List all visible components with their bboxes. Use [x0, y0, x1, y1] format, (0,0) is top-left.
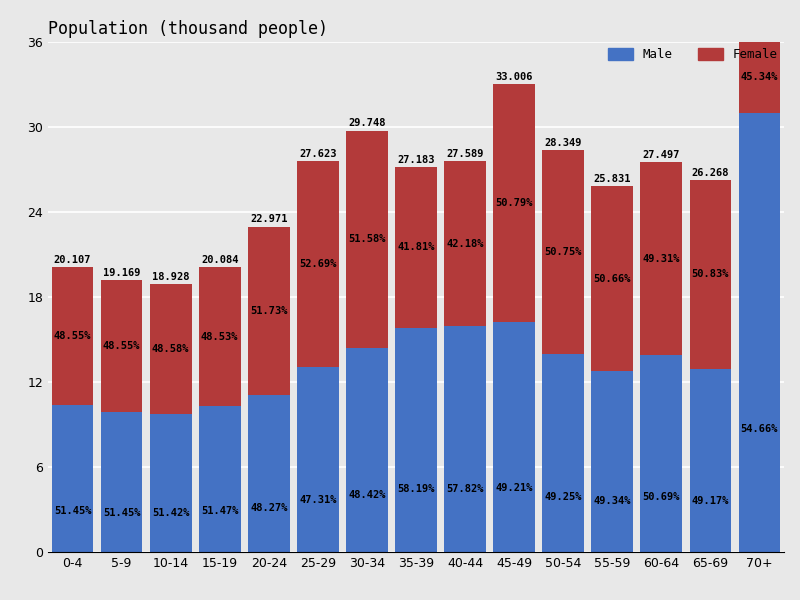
Bar: [444, 161, 486, 326]
Bar: [248, 395, 290, 552]
Text: 27.497: 27.497: [642, 151, 680, 160]
Bar: [591, 371, 633, 552]
Text: 51.47%: 51.47%: [201, 506, 238, 516]
Text: 41.81%: 41.81%: [398, 242, 434, 253]
Bar: [248, 227, 290, 395]
Text: 58.19%: 58.19%: [398, 484, 434, 494]
Text: 25.831: 25.831: [594, 174, 631, 184]
Text: 27.183: 27.183: [398, 155, 434, 165]
Text: 48.58%: 48.58%: [152, 344, 190, 354]
Bar: [150, 284, 191, 414]
Text: 48.27%: 48.27%: [250, 503, 287, 513]
Text: 20.084: 20.084: [201, 256, 238, 265]
Text: 48.42%: 48.42%: [348, 490, 386, 500]
Bar: [297, 161, 338, 367]
Text: 50.79%: 50.79%: [495, 198, 533, 208]
Bar: [52, 406, 94, 552]
Text: 51.58%: 51.58%: [348, 234, 386, 244]
Bar: [738, 113, 780, 552]
Bar: [494, 322, 535, 552]
Text: 51.42%: 51.42%: [152, 508, 190, 518]
Text: 27.623: 27.623: [299, 149, 337, 158]
Bar: [690, 369, 731, 552]
Text: 57.82%: 57.82%: [446, 484, 484, 494]
Text: 19.169: 19.169: [103, 268, 140, 278]
Bar: [150, 414, 191, 552]
Text: 50.83%: 50.83%: [692, 269, 729, 280]
Text: Population (thousand people): Population (thousand people): [48, 20, 328, 38]
Bar: [346, 131, 388, 348]
Text: 48.55%: 48.55%: [54, 331, 91, 341]
Bar: [542, 151, 584, 354]
Text: 26.268: 26.268: [692, 168, 729, 178]
Text: 33.006: 33.006: [495, 72, 533, 82]
Bar: [199, 268, 241, 406]
Bar: [395, 328, 437, 552]
Text: 52.69%: 52.69%: [299, 259, 337, 269]
Bar: [346, 348, 388, 552]
Bar: [199, 406, 241, 552]
Text: 28.349: 28.349: [545, 138, 582, 148]
Text: 27.589: 27.589: [446, 149, 484, 159]
Text: 49.17%: 49.17%: [692, 496, 729, 506]
Bar: [297, 367, 338, 552]
Text: 22.971: 22.971: [250, 214, 287, 224]
Text: 29.748: 29.748: [348, 118, 386, 128]
Text: 54.66%: 54.66%: [741, 424, 778, 434]
Text: 48.53%: 48.53%: [201, 332, 238, 341]
Text: 42.18%: 42.18%: [446, 239, 484, 248]
Text: 50.75%: 50.75%: [545, 247, 582, 257]
Bar: [494, 85, 535, 322]
Bar: [738, 21, 780, 113]
Text: 47.31%: 47.31%: [299, 495, 337, 505]
Bar: [101, 280, 142, 412]
Text: 51.45%: 51.45%: [103, 508, 140, 518]
Legend: Male, Female: Male, Female: [608, 48, 778, 61]
Text: 49.25%: 49.25%: [545, 491, 582, 502]
Text: 50.66%: 50.66%: [594, 274, 631, 284]
Text: 18.928: 18.928: [152, 272, 190, 282]
Bar: [542, 354, 584, 552]
Text: 45.34%: 45.34%: [741, 73, 778, 82]
Text: 48.55%: 48.55%: [103, 341, 140, 352]
Bar: [52, 267, 94, 406]
Text: 51.73%: 51.73%: [250, 306, 287, 316]
Bar: [444, 326, 486, 552]
Bar: [101, 412, 142, 552]
Bar: [591, 186, 633, 371]
Text: 51.45%: 51.45%: [54, 506, 91, 516]
Bar: [641, 355, 682, 552]
Bar: [641, 163, 682, 355]
Text: 20.107: 20.107: [54, 255, 91, 265]
Bar: [690, 180, 731, 369]
Text: 49.21%: 49.21%: [495, 482, 533, 493]
Text: 49.34%: 49.34%: [594, 496, 631, 506]
Text: 50.69%: 50.69%: [642, 492, 680, 502]
Bar: [395, 167, 437, 328]
Text: 49.31%: 49.31%: [642, 254, 680, 263]
